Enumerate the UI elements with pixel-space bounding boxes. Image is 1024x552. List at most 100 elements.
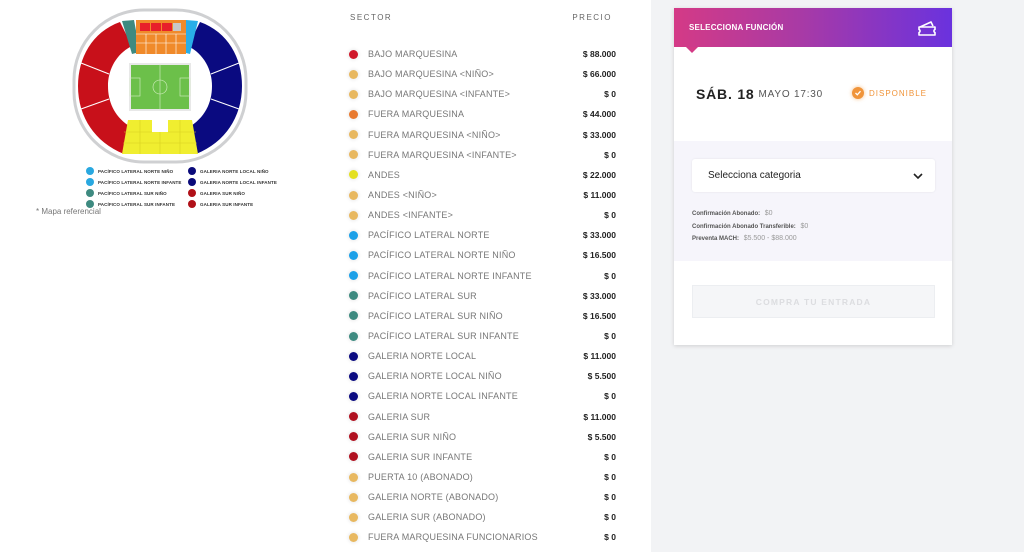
sector-color-dot-icon <box>349 311 358 321</box>
legend-dot-icon <box>86 200 94 208</box>
sector-color-dot-icon <box>349 210 358 220</box>
availability-badge: DISPONIBLE <box>852 87 927 99</box>
legend-label: PACÍFICO LATERAL NORTE INFANTE <box>98 179 182 185</box>
sector-price: $ 0 <box>604 89 616 100</box>
function-card: SELECCIONA FUNCIÓN SÁB. 18 MAYO 17:30 DI… <box>674 8 952 345</box>
price-info: Confirmación Abonado: $0 Confirmación Ab… <box>692 208 808 246</box>
sector-name: BAJO MARQUESINA <INFANTE> <box>368 89 511 100</box>
table-row: PACÍFICO LATERAL NORTE $ 33.000 <box>340 225 620 245</box>
legend-item: PACÍFICO LATERAL SUR NIÑO <box>86 188 188 198</box>
sector-name: GALERIA SUR NIÑO <box>368 431 457 442</box>
sector-price: $ 88.000 <box>582 49 616 60</box>
sector-name: PACÍFICO LATERAL NORTE <box>368 230 490 241</box>
table-row: GALERIA SUR INFANTE $ 0 <box>340 447 620 467</box>
sector-price: $ 22.000 <box>582 169 616 180</box>
table-row: BAJO MARQUESINA <INFANTE> $ 0 <box>340 84 620 104</box>
sector-price: $ 11.000 <box>583 411 616 422</box>
sector-color-dot-icon <box>349 250 358 260</box>
legend-item: GALERIA NORTE LOCAL INFANTE <box>188 177 286 187</box>
table-row: PUERTA 10 (ABONADO) $ 0 <box>340 467 620 487</box>
sector-name: FUERA MARQUESINA <NIÑO> <box>368 129 501 140</box>
sector-color-dot-icon <box>349 512 358 522</box>
info-key: Confirmación Abonado: <box>692 211 761 217</box>
sector-color-dot-icon <box>349 170 358 180</box>
sector-name: GALERIA SUR (ABONADO) <box>368 512 486 523</box>
category-section: Selecciona categoria Confirmación Abonad… <box>674 141 952 261</box>
table-row: ANDES $ 22.000 <box>340 165 620 185</box>
stadium-map-section: PACÍFICO LATERAL NORTE NIÑO GALERIA NORT… <box>30 4 290 224</box>
table-row: ANDES <INFANTE> $ 0 <box>340 205 620 225</box>
function-option[interactable]: SÁB. 18 MAYO 17:30 DISPONIBLE <box>674 47 952 141</box>
sector-color-dot-icon <box>349 432 358 442</box>
sector-color-dot-icon <box>349 472 358 482</box>
sector-color-dot-icon <box>349 452 358 462</box>
sector-name: PACÍFICO LATERAL SUR <box>368 290 477 301</box>
legend-label: GALERIA SUR INFANTE <box>200 201 254 207</box>
legend-item: PACÍFICO LATERAL SUR INFANTE <box>86 199 188 209</box>
sector-color-dot-icon <box>349 89 358 99</box>
sector-color-dot-icon <box>349 150 358 160</box>
sector-color-dot-icon <box>349 291 358 301</box>
card-header: SELECCIONA FUNCIÓN <box>674 8 952 53</box>
legend-label: GALERIA SUR NIÑO <box>200 190 245 196</box>
table-row: BAJO MARQUESINA $ 88.000 <box>340 44 620 64</box>
table-row: ANDES <NIÑO> $ 11.000 <box>340 185 620 205</box>
sector-price: $ 0 <box>604 331 616 342</box>
sector-name: PUERTA 10 (ABONADO) <box>368 472 473 483</box>
sector-name: BAJO MARQUESINA <NIÑO> <box>368 69 494 80</box>
table-row: GALERIA SUR NIÑO $ 5.500 <box>340 427 620 447</box>
sector-price: $ 44.000 <box>582 109 616 120</box>
info-line: Preventa MACH: $5.500 - $88.000 <box>692 233 808 246</box>
chevron-down-icon <box>913 172 923 179</box>
legend-item: GALERIA SUR NIÑO <box>188 188 286 198</box>
sector-price: $ 0 <box>604 149 616 160</box>
info-key: Preventa MACH: <box>692 236 740 242</box>
sector-color-dot-icon <box>349 371 358 381</box>
legend-label: PACÍFICO LATERAL NORTE NIÑO <box>98 168 174 174</box>
sector-name: GALERIA NORTE LOCAL <box>368 351 477 362</box>
sector-name: GALERIA NORTE LOCAL NIÑO <box>368 371 502 382</box>
table-row: PACÍFICO LATERAL SUR NIÑO $ 16.500 <box>340 306 620 326</box>
sector-name: FUERA MARQUESINA <INFANTE> <box>368 149 517 160</box>
legend-label: GALERIA NORTE LOCAL INFANTE <box>200 179 277 185</box>
buy-ticket-button[interactable]: COMPRA TU ENTRADA <box>692 285 935 318</box>
table-row: PACÍFICO LATERAL NORTE NIÑO $ 16.500 <box>340 245 620 265</box>
sector-name: ANDES <NIÑO> <box>368 190 437 201</box>
table-row: PACÍFICO LATERAL NORTE INFANTE $ 0 <box>340 266 620 286</box>
sector-name: PACÍFICO LATERAL NORTE INFANTE <box>368 270 532 281</box>
sector-price: $ 16.500 <box>582 250 616 261</box>
category-select-label: Selecciona categoria <box>708 170 801 181</box>
sector-color-dot-icon <box>349 49 358 59</box>
sector-price: $ 33.000 <box>582 129 616 140</box>
sector-name: GALERIA NORTE (ABONADO) <box>368 492 499 503</box>
table-row: GALERIA NORTE LOCAL NIÑO $ 5.500 <box>340 366 620 386</box>
table-row: BAJO MARQUESINA <NIÑO> $ 66.000 <box>340 64 620 84</box>
table-row: GALERIA NORTE LOCAL INFANTE $ 0 <box>340 386 620 406</box>
info-value: $0 <box>764 210 773 217</box>
table-row: GALERIA SUR $ 11.000 <box>340 407 620 427</box>
sector-price: $ 0 <box>604 532 616 543</box>
availability-status: DISPONIBLE <box>869 88 928 98</box>
legend-dot-icon <box>86 189 94 197</box>
table-row: PACÍFICO LATERAL SUR $ 33.000 <box>340 286 620 306</box>
sector-color-dot-icon <box>349 271 358 281</box>
ticket-icon <box>918 20 936 36</box>
sector-price: $ 66.000 <box>582 69 616 80</box>
legend-label: GALERIA NORTE LOCAL NIÑO <box>200 168 269 174</box>
sector-price: $ 5.500 <box>587 371 616 382</box>
function-month-time: MAYO 17:30 <box>758 88 824 100</box>
legend-label: PACÍFICO LATERAL SUR NIÑO <box>98 190 167 196</box>
header-notch <box>686 47 698 53</box>
category-select[interactable]: Selecciona categoria <box>692 159 935 192</box>
sector-color-dot-icon <box>349 331 358 341</box>
sector-color-dot-icon <box>349 492 358 502</box>
sector-color-dot-icon <box>349 190 358 200</box>
legend-item: PACÍFICO LATERAL NORTE INFANTE <box>86 177 188 187</box>
info-key: Confirmación Abonado Transferible: <box>692 223 796 230</box>
sector-color-dot-icon <box>349 351 358 361</box>
function-date: SÁB. 18 <box>696 86 755 102</box>
table-row: PACÍFICO LATERAL SUR INFANTE $ 0 <box>340 326 620 346</box>
sector-price: $ 33.000 <box>582 290 616 301</box>
legend-dot-icon <box>188 178 196 186</box>
